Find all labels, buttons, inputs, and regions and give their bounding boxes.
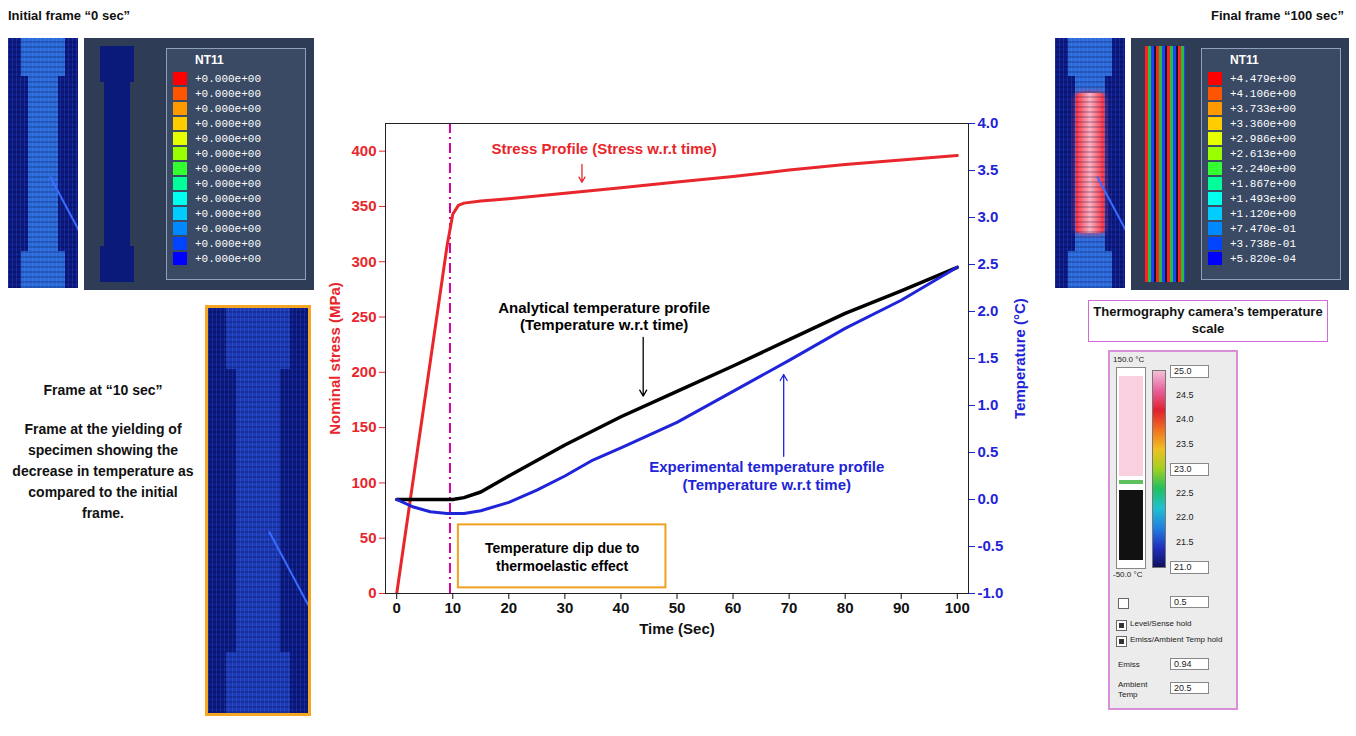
html-text:Final frame “100 sec”: Final frame “100 sec” — [1211, 8, 1344, 23]
svg-text:200: 200 — [351, 363, 376, 380]
svg-text:400: 400 — [351, 142, 376, 159]
html-text:21.5: 21.5 — [1176, 536, 1194, 547]
html-text:+0.000e+00: +0.000e+00 — [195, 162, 261, 175]
html-text:+4.479e+00: +4.479e+00 — [1230, 72, 1296, 85]
svg-text:Time (Sec): Time (Sec) — [639, 620, 715, 637]
svg-text:Temperature dip due tothermoel: Temperature dip due tothermoelastic effe… — [485, 540, 640, 574]
html-text:Frame at “10 sec”: Frame at “10 sec” — [43, 382, 163, 398]
html-text:+0.000e+00: +0.000e+00 — [195, 222, 261, 235]
html-text:Ambient Temp: Ambient Temp — [1118, 680, 1148, 699]
html-text:+0.000e+00: +0.000e+00 — [195, 117, 261, 130]
svg-text:100: 100 — [945, 599, 970, 616]
html-text:20.5: 20.5 — [1174, 683, 1192, 693]
svg-text:150: 150 — [351, 418, 376, 435]
html-text:-50.0 °C: -50.0 °C — [1113, 570, 1143, 579]
svg-text:0.5: 0.5 — [978, 443, 999, 460]
svg-text:30: 30 — [557, 599, 574, 616]
svg-text:350: 350 — [351, 197, 376, 214]
svg-text:0.0: 0.0 — [978, 490, 999, 507]
html-text:23.5: 23.5 — [1176, 438, 1194, 449]
html-text:+0.000e+00: +0.000e+00 — [195, 132, 261, 145]
svg-text:-0.5: -0.5 — [978, 537, 1004, 554]
html-text:Initial frame “0 sec”: Initial frame “0 sec” — [8, 8, 131, 23]
html-text:+2.613e+00: +2.613e+00 — [1230, 147, 1296, 160]
svg-text:300: 300 — [351, 253, 376, 270]
html-text:Emiss/Ambient Temp hold: Emiss/Ambient Temp hold — [1130, 635, 1223, 644]
html-text:+0.000e+00: +0.000e+00 — [195, 252, 261, 265]
html-text:NT11: NT11 — [195, 53, 224, 67]
html-text:+2.240e+00: +2.240e+00 — [1230, 162, 1296, 175]
html-text:+4.106e+00: +4.106e+00 — [1230, 87, 1296, 100]
html-text:+1.867e+00: +1.867e+00 — [1230, 177, 1296, 190]
svg-text:Analytical temperature profile: Analytical temperature profile(Temperatu… — [498, 299, 710, 333]
html-text:+0.000e+00: +0.000e+00 — [195, 237, 261, 250]
html-text:+0.000e+00: +0.000e+00 — [195, 207, 261, 220]
html-text:+7.470e-01: +7.470e-01 — [1230, 222, 1296, 235]
svg-text:50: 50 — [669, 599, 686, 616]
html-text:21.0: 21.0 — [1174, 562, 1192, 572]
svg-text:250: 250 — [351, 308, 376, 325]
svg-text:Temperature (°C): Temperature (°C) — [1011, 298, 1028, 419]
html-text:Level/Sense hold: Level/Sense hold — [1130, 619, 1192, 628]
svg-text:40: 40 — [613, 599, 630, 616]
svg-text:3.0: 3.0 — [978, 208, 999, 225]
svg-text:70: 70 — [781, 599, 798, 616]
html-text:Frame at the yielding of speci: Frame at the yielding of specimen showin… — [12, 421, 194, 521]
html-text:+0.000e+00: +0.000e+00 — [195, 192, 261, 205]
html-text:23.0: 23.0 — [1174, 464, 1192, 474]
svg-text:Experimental temperature profi: Experimental temperature profile(Tempera… — [649, 458, 884, 492]
html-text:Emiss: Emiss — [1118, 660, 1140, 669]
svg-text:10: 10 — [444, 599, 461, 616]
html-text:Thermography camera’s temperat: Thermography camera’s temperature scale — [1093, 304, 1323, 336]
svg-text:0: 0 — [393, 599, 401, 616]
svg-text:90: 90 — [893, 599, 910, 616]
html-text:+0.000e+00: +0.000e+00 — [195, 177, 261, 190]
svg-text:60: 60 — [725, 599, 742, 616]
svg-text:-1.0: -1.0 — [978, 584, 1004, 601]
svg-text:Nominal stress (MPa): Nominal stress (MPa) — [326, 282, 343, 435]
svg-text:50: 50 — [360, 529, 377, 546]
html-text:150.0 °C: 150.0 °C — [1113, 355, 1145, 364]
svg-text:4.0: 4.0 — [978, 114, 999, 131]
html-text:25.0: 25.0 — [1174, 366, 1192, 376]
svg-text:100: 100 — [351, 474, 376, 491]
html-text:+3.738e-01: +3.738e-01 — [1230, 237, 1296, 250]
svg-text:1.5: 1.5 — [978, 349, 999, 366]
html-text:+0.000e+00: +0.000e+00 — [195, 147, 261, 160]
html-text:+3.360e+00: +3.360e+00 — [1230, 117, 1296, 130]
html-text:+1.493e+00: +1.493e+00 — [1230, 192, 1296, 205]
html-text:0.94: 0.94 — [1174, 659, 1192, 669]
html-text:24.5: 24.5 — [1176, 389, 1194, 400]
html-text:NT11: NT11 — [1230, 53, 1259, 67]
html-text:22.0: 22.0 — [1176, 512, 1194, 522]
html-text:+0.000e+00: +0.000e+00 — [195, 87, 261, 100]
svg-text:3.5: 3.5 — [978, 161, 999, 178]
html-text:0.5: 0.5 — [1174, 597, 1187, 607]
svg-text:2.5: 2.5 — [978, 255, 999, 272]
html-text:24.0: 24.0 — [1176, 414, 1194, 424]
svg-text:0: 0 — [368, 584, 376, 601]
html-text:+1.120e+00: +1.120e+00 — [1230, 207, 1296, 220]
svg-text:80: 80 — [837, 599, 854, 616]
svg-text:20: 20 — [500, 599, 517, 616]
html-text:+2.986e+00: +2.986e+00 — [1230, 132, 1296, 145]
svg-text:1.0: 1.0 — [978, 396, 999, 413]
html-text:+0.000e+00: +0.000e+00 — [195, 72, 261, 85]
html-text:+0.000e+00: +0.000e+00 — [195, 102, 261, 115]
html-text:22.5: 22.5 — [1176, 487, 1194, 498]
html-text:+3.733e+00: +3.733e+00 — [1230, 102, 1296, 115]
html-text:+5.820e-04: +5.820e-04 — [1230, 252, 1296, 265]
svg-text:Stress Profile (Stress w.r.t t: Stress Profile (Stress w.r.t time) — [491, 140, 716, 157]
svg-text:2.0: 2.0 — [978, 302, 999, 319]
